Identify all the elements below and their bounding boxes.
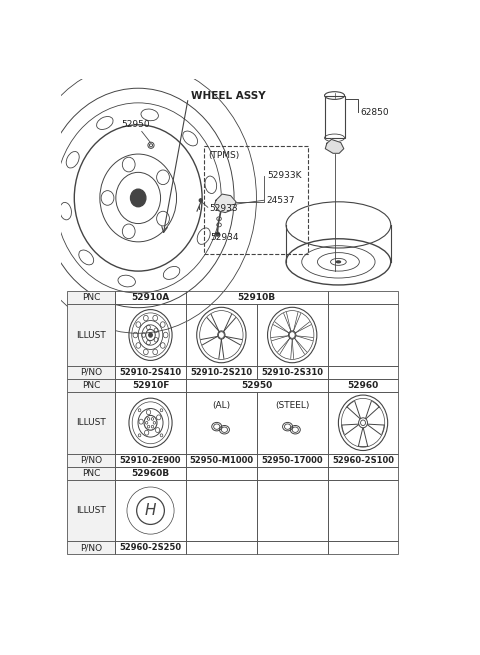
- Bar: [328, 379, 398, 392]
- Bar: [257, 454, 328, 466]
- Bar: [328, 304, 398, 365]
- Bar: [115, 479, 186, 542]
- Text: H: H: [145, 503, 156, 518]
- Bar: [186, 365, 257, 379]
- Text: ILLUST: ILLUST: [76, 331, 106, 339]
- Text: 52910-2S210: 52910-2S210: [190, 368, 252, 377]
- Bar: [115, 454, 186, 466]
- Bar: [67, 542, 115, 555]
- Text: 52910F: 52910F: [132, 381, 169, 390]
- Text: PNC: PNC: [82, 469, 100, 477]
- Bar: [257, 466, 328, 479]
- Text: 52960B: 52960B: [132, 469, 169, 477]
- Bar: [186, 304, 257, 365]
- Bar: [186, 379, 328, 392]
- Bar: [257, 365, 328, 379]
- Text: 52910B: 52910B: [238, 293, 276, 302]
- Text: 24537: 24537: [267, 196, 295, 205]
- Bar: [257, 392, 328, 454]
- Bar: [67, 454, 115, 466]
- Bar: [115, 379, 186, 392]
- Bar: [324, 96, 345, 138]
- Text: WHEEL ASSY: WHEEL ASSY: [191, 90, 265, 100]
- Bar: [204, 146, 308, 254]
- Bar: [115, 365, 186, 379]
- Text: 52950: 52950: [121, 120, 150, 129]
- Bar: [328, 479, 398, 542]
- Bar: [186, 291, 328, 304]
- Text: (TPMS): (TPMS): [208, 151, 240, 160]
- Bar: [328, 454, 398, 466]
- Bar: [67, 365, 115, 379]
- Text: 52960-2S250: 52960-2S250: [120, 544, 181, 552]
- Text: (STEEL): (STEEL): [275, 402, 310, 410]
- Text: 62850: 62850: [360, 108, 389, 117]
- Ellipse shape: [199, 199, 203, 202]
- Text: (AL): (AL): [212, 402, 230, 410]
- Text: 52910-2S310: 52910-2S310: [261, 368, 323, 377]
- Text: PNC: PNC: [82, 381, 100, 390]
- Text: 52950: 52950: [241, 381, 273, 390]
- Bar: [115, 466, 186, 479]
- Ellipse shape: [216, 233, 219, 236]
- Ellipse shape: [149, 333, 152, 337]
- Bar: [67, 392, 115, 454]
- Text: P/NO: P/NO: [80, 544, 102, 552]
- Bar: [328, 291, 398, 304]
- Text: 52933K: 52933K: [267, 171, 301, 180]
- Text: 52933: 52933: [209, 204, 238, 212]
- Bar: [115, 392, 186, 454]
- Bar: [186, 466, 257, 479]
- Text: ILLUST: ILLUST: [76, 506, 106, 515]
- Text: ILLUST: ILLUST: [76, 419, 106, 427]
- Bar: [67, 304, 115, 365]
- Bar: [67, 291, 115, 304]
- Text: 52934: 52934: [210, 233, 239, 242]
- Text: 52910-2S410: 52910-2S410: [120, 368, 181, 377]
- Bar: [186, 542, 257, 555]
- Bar: [67, 466, 115, 479]
- Text: 52950-M1000: 52950-M1000: [189, 456, 253, 464]
- Text: 52910A: 52910A: [132, 293, 169, 302]
- Bar: [328, 542, 398, 555]
- Bar: [328, 392, 398, 454]
- Text: 52960: 52960: [348, 381, 379, 390]
- Bar: [186, 392, 257, 454]
- Bar: [186, 454, 257, 466]
- Bar: [115, 304, 186, 365]
- Bar: [328, 365, 398, 379]
- Ellipse shape: [131, 189, 146, 207]
- Text: P/NO: P/NO: [80, 456, 102, 464]
- Polygon shape: [215, 194, 236, 213]
- Bar: [186, 479, 257, 542]
- Text: 52960-2S100: 52960-2S100: [332, 456, 394, 464]
- Bar: [257, 542, 328, 555]
- Bar: [328, 466, 398, 479]
- Polygon shape: [325, 140, 344, 153]
- Text: P/NO: P/NO: [80, 368, 102, 377]
- Ellipse shape: [336, 261, 340, 263]
- Text: 52950-17000: 52950-17000: [262, 456, 323, 464]
- Bar: [67, 479, 115, 542]
- Bar: [257, 479, 328, 542]
- Text: 52910-2E900: 52910-2E900: [120, 456, 181, 464]
- Bar: [115, 291, 186, 304]
- Bar: [115, 542, 186, 555]
- Bar: [67, 379, 115, 392]
- Text: PNC: PNC: [82, 293, 100, 302]
- Bar: [257, 304, 328, 365]
